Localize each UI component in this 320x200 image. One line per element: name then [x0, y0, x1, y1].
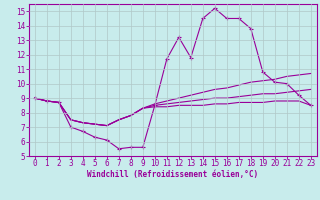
- X-axis label: Windchill (Refroidissement éolien,°C): Windchill (Refroidissement éolien,°C): [87, 170, 258, 179]
